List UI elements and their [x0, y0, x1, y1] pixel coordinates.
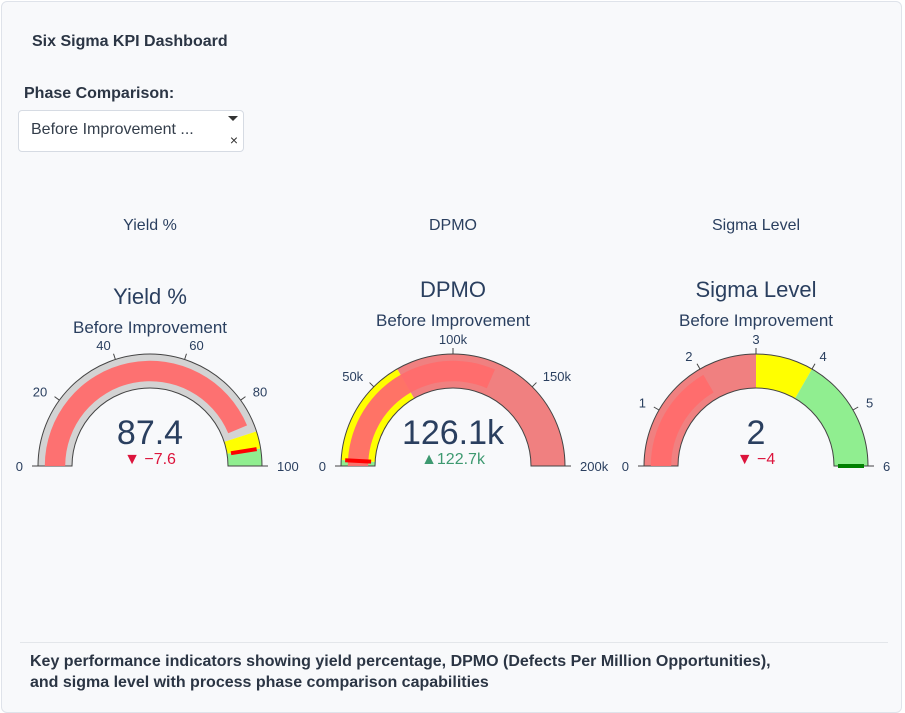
gauge-tick-label: 80 [253, 384, 267, 399]
gauge-tick-label: 5 [866, 396, 873, 411]
gauge-title: Yield % [113, 284, 187, 309]
gauge-value-bar [650, 374, 714, 466]
gauge-tick-label: 0 [622, 459, 629, 474]
gauge-title: Sigma Level [695, 277, 816, 302]
gauge-tick-label: 1 [639, 396, 646, 411]
gauge-tick-label: 20 [33, 384, 47, 399]
gauge-subtitle: Before Improvement [376, 311, 530, 330]
gauge-delta: ▼ −4 [737, 451, 776, 468]
gauge-value-bar [44, 360, 248, 466]
gauge-value: 126.1k [402, 414, 505, 452]
subplot-title: Sigma Level [712, 217, 800, 234]
gauge-tick [531, 382, 537, 388]
phase-comparison-label: Phase Comparison: [24, 85, 175, 102]
gauge-tick-label: 6 [883, 459, 890, 474]
gauge-tick-label: 150k [543, 369, 572, 384]
gauge-subtitle: Before Improvement [679, 311, 833, 330]
gauge-threshold [345, 458, 372, 464]
gauge-tick [113, 353, 116, 360]
gauge-subtitle: Before Improvement [73, 318, 227, 337]
gauge-delta: ▲122.7k [421, 451, 486, 468]
gauge-tick [240, 396, 246, 401]
gauge-outline [643, 353, 869, 467]
gauge-tick [653, 406, 660, 411]
gauge-sigma-level: Sigma Level Sigma Level Before Improvement… [622, 217, 890, 474]
gauge-value-bar [347, 360, 495, 466]
page-title: Six Sigma KPI Dashboard [32, 33, 228, 50]
chevron-down-icon[interactable] [228, 116, 238, 121]
subplot-title: DPMO [429, 217, 477, 234]
gauge-tick-label: 3 [752, 332, 759, 347]
gauge-tick [369, 382, 375, 388]
gauge-outline [340, 353, 566, 467]
gauge-tick [811, 363, 816, 370]
subplot-title: Yield % [123, 217, 177, 234]
gauge-tick-label: 0 [319, 459, 326, 474]
gauge-tick-label: 100k [439, 332, 468, 347]
gauge-title: DPMO [420, 277, 486, 302]
gauge-tick-label: 200k [580, 459, 609, 474]
gauge-tick [184, 353, 187, 360]
gauge-yield: Yield % Yield % Before Improvement 0 20 40 60 8… [16, 217, 299, 474]
gauge-dpmo: DPMO DPMO Before Improvement 0 50k 100k 150k 20… [319, 217, 609, 474]
gauge-tick-label: 100 [277, 459, 299, 474]
gauge-value: 87.4 [117, 414, 183, 452]
gauge-step [756, 354, 812, 399]
phase-comparison-dropdown[interactable]: Before Improvement ... × [18, 110, 244, 152]
phase-selected-value: Before Improvement ... [31, 121, 194, 138]
gauge-value: 2 [747, 414, 766, 452]
gauge-tick-label: 2 [685, 349, 692, 364]
gauge-tick-label: 50k [342, 369, 363, 384]
gauge-tick-label: 4 [820, 349, 827, 364]
gauge-delta: ▼ −7.6 [124, 451, 176, 468]
gauge-tick [852, 406, 859, 411]
gauge-tick-label: 0 [16, 459, 23, 474]
clear-icon[interactable]: × [229, 132, 238, 148]
gauge-outline [37, 353, 263, 467]
gauge-tick [696, 363, 701, 370]
gauge-tick-label: 40 [96, 338, 110, 353]
divider [20, 642, 888, 643]
gauge-step [795, 369, 868, 466]
gauge-tick [54, 396, 60, 401]
gauge-threshold [230, 447, 257, 456]
gauge-tick-label: 60 [189, 338, 203, 353]
chart-caption: Key performance indicators showing yield… [30, 653, 771, 691]
